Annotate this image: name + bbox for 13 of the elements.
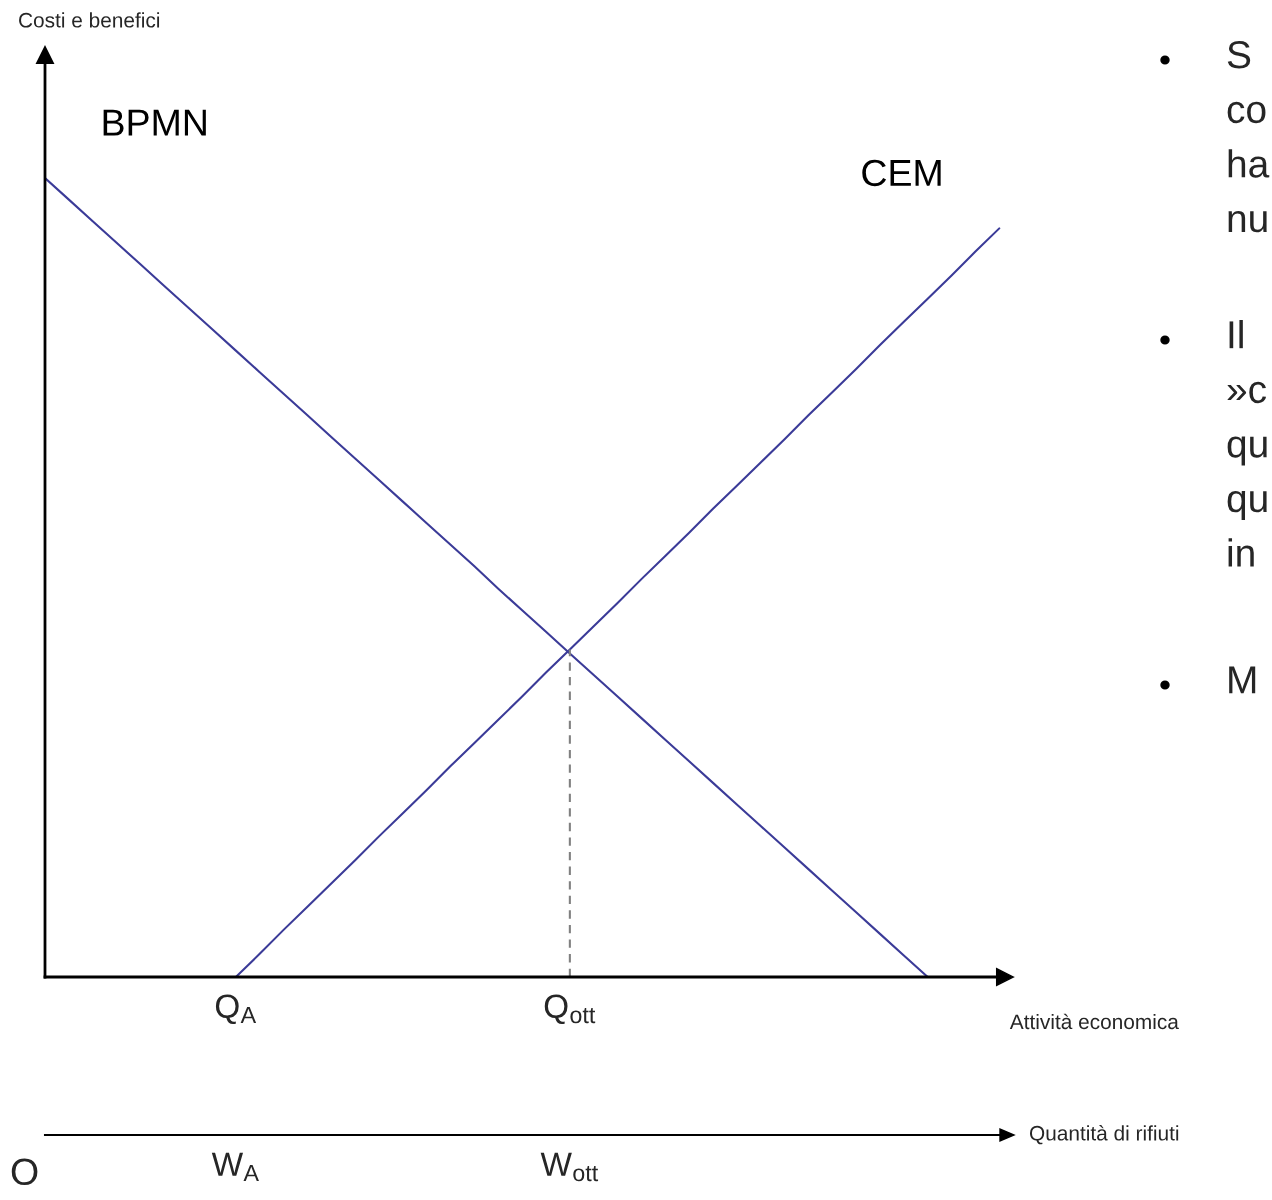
- text: Costi e benefici: [19, 12, 160, 28]
- text: W$_{A}$: [211, 1152, 259, 1182]
- x-axis-title: Attività economica: [1009, 1013, 1179, 1030]
- series-label: BPMN: [103, 109, 206, 136]
- series-label: CEM: [862, 159, 941, 187]
- text: S co ha nu: [1227, 41, 1270, 233]
- x2-axis-title: Quantità di rifiuti: [1029, 1125, 1179, 1145]
- x-tick-label: Q$_{ott}$: [544, 994, 596, 1025]
- text: Il »c qu qu in: [1227, 320, 1267, 567]
- x-tick-label: Q$_{A}$: [215, 994, 257, 1025]
- text: W$_{ott}$: [540, 1152, 599, 1182]
- text: O: [11, 1158, 38, 1186]
- text: M: [1229, 666, 1256, 694]
